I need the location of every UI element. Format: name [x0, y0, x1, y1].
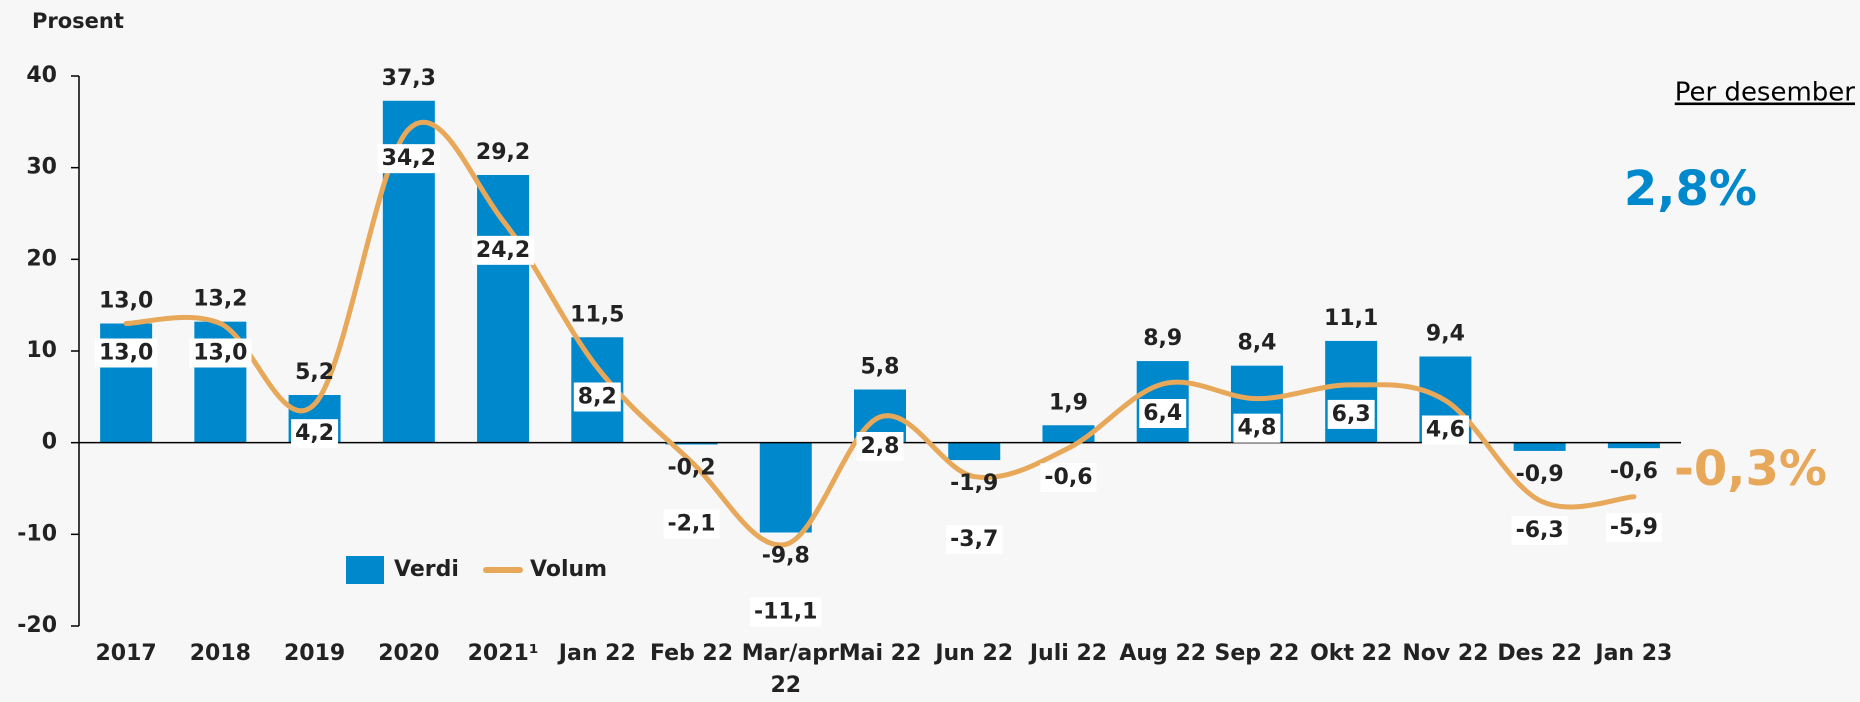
bar-value-label: -0,6 — [1610, 459, 1658, 484]
bar-value-label: 5,2 — [295, 360, 334, 385]
bar — [1513, 442, 1566, 451]
volume-value-label: 6,3 — [1332, 402, 1371, 427]
bar-value-label: 8,4 — [1237, 331, 1276, 356]
y-tick-label: 40 — [26, 63, 57, 88]
x-tick-label: Jan 23 — [1595, 641, 1673, 666]
label-box — [663, 509, 720, 539]
x-tick-label: Sep 22 — [1214, 641, 1300, 666]
label-box — [1327, 399, 1375, 429]
bar-value-label: 9,4 — [1426, 322, 1465, 347]
label-box — [856, 432, 904, 461]
x-tick-label: 2019 — [283, 641, 346, 666]
label-box — [573, 382, 621, 412]
label-box — [94, 338, 158, 368]
label-box — [1233, 413, 1281, 443]
volume-value-label: -2,1 — [667, 512, 715, 537]
label-box — [1040, 463, 1097, 493]
x-tick-label: Mai 22 — [838, 641, 922, 666]
label-box — [377, 144, 440, 174]
volume-value-label: 8,2 — [578, 385, 617, 410]
bar — [665, 442, 718, 445]
bar-value-label: 5,8 — [861, 355, 900, 380]
x-tick-label: Juli 22 — [1029, 641, 1108, 666]
y-tick-label: -10 — [17, 521, 57, 546]
bar-value-label: 29,2 — [476, 140, 530, 165]
bar — [477, 175, 530, 443]
x-tick-label: Jun 22 — [935, 641, 1014, 666]
annotation: -0,3% — [1674, 441, 1827, 497]
x-tick-label: 2018 — [189, 641, 251, 666]
volume-value-label: 6,4 — [1143, 401, 1182, 426]
x-tick-label: Mar/apr 22 — [741, 641, 839, 698]
x-tick-label: Des 22 — [1497, 641, 1582, 666]
label-box — [1139, 399, 1187, 428]
bar-value-label: 11,1 — [1324, 306, 1378, 331]
x-tick-label: Okt 22 — [1310, 641, 1393, 666]
x-tick-label: Jan 22 — [558, 641, 636, 666]
label-box — [1421, 415, 1469, 445]
y-axis-label: Prosent — [32, 9, 124, 33]
x-tick-label: 2021¹ — [467, 641, 539, 666]
legend-swatch — [346, 556, 384, 584]
bar-value-label: -1,9 — [950, 471, 998, 496]
x-tick-label: 2017 — [95, 641, 157, 666]
label-box — [291, 419, 339, 449]
bar-value-label: 37,3 — [382, 66, 436, 91]
y-tick-label: 20 — [26, 246, 57, 271]
y-tick-label: 10 — [26, 338, 57, 363]
annotation: 2,8% — [1624, 161, 1757, 217]
x-tick-label: Feb 22 — [649, 641, 734, 666]
x-tick-label: Nov 22 — [1402, 641, 1489, 666]
legend-label: Volum — [530, 557, 607, 582]
label-box — [1511, 515, 1568, 545]
volume-value-label: -6,3 — [1516, 518, 1564, 543]
y-tick-label: 0 — [42, 430, 57, 455]
volume-value-label: 34,2 — [382, 146, 436, 171]
legend-label: Verdi — [394, 557, 459, 582]
bar-value-label: 8,9 — [1143, 326, 1182, 351]
label-box — [946, 525, 1003, 555]
volume-value-label: 13,0 — [193, 341, 247, 366]
bar — [759, 442, 812, 533]
annotation: Per desember — [1675, 78, 1856, 108]
label-box — [471, 235, 535, 265]
volume-value-label: -3,7 — [950, 527, 998, 552]
label-box — [750, 597, 822, 627]
y-tick-label: -20 — [17, 613, 57, 638]
x-tick-label: 2020 — [378, 641, 440, 666]
bar-value-label: -9,8 — [762, 544, 810, 569]
label-box — [1605, 513, 1662, 543]
bar-value-label: 13,0 — [99, 289, 153, 314]
bar-value-label: 11,5 — [570, 302, 624, 327]
bar-value-label: -0,2 — [667, 456, 715, 481]
volume-value-label: 4,8 — [1237, 416, 1276, 441]
volume-line — [123, 119, 1637, 548]
y-tick-label: 30 — [26, 155, 57, 180]
label-box — [189, 338, 252, 368]
volume-value-label: 13,0 — [99, 341, 153, 366]
volume-value-label: 4,2 — [295, 421, 334, 446]
bar-value-label: 13,2 — [193, 287, 247, 312]
x-tick-label: Aug 22 — [1119, 641, 1207, 666]
bar — [948, 442, 1001, 461]
volume-value-label: 24,2 — [476, 238, 530, 263]
bar — [1607, 442, 1660, 449]
volume-value-label: -11,1 — [754, 600, 817, 625]
volume-value-label: -5,9 — [1610, 515, 1658, 540]
bar-value-label: -0,9 — [1516, 462, 1564, 487]
volume-value-label: 2,8 — [861, 434, 900, 459]
volume-value-label: -0,6 — [1044, 465, 1092, 490]
bar-value-label: 1,9 — [1049, 390, 1088, 415]
volume-value-label: 4,6 — [1426, 418, 1465, 443]
